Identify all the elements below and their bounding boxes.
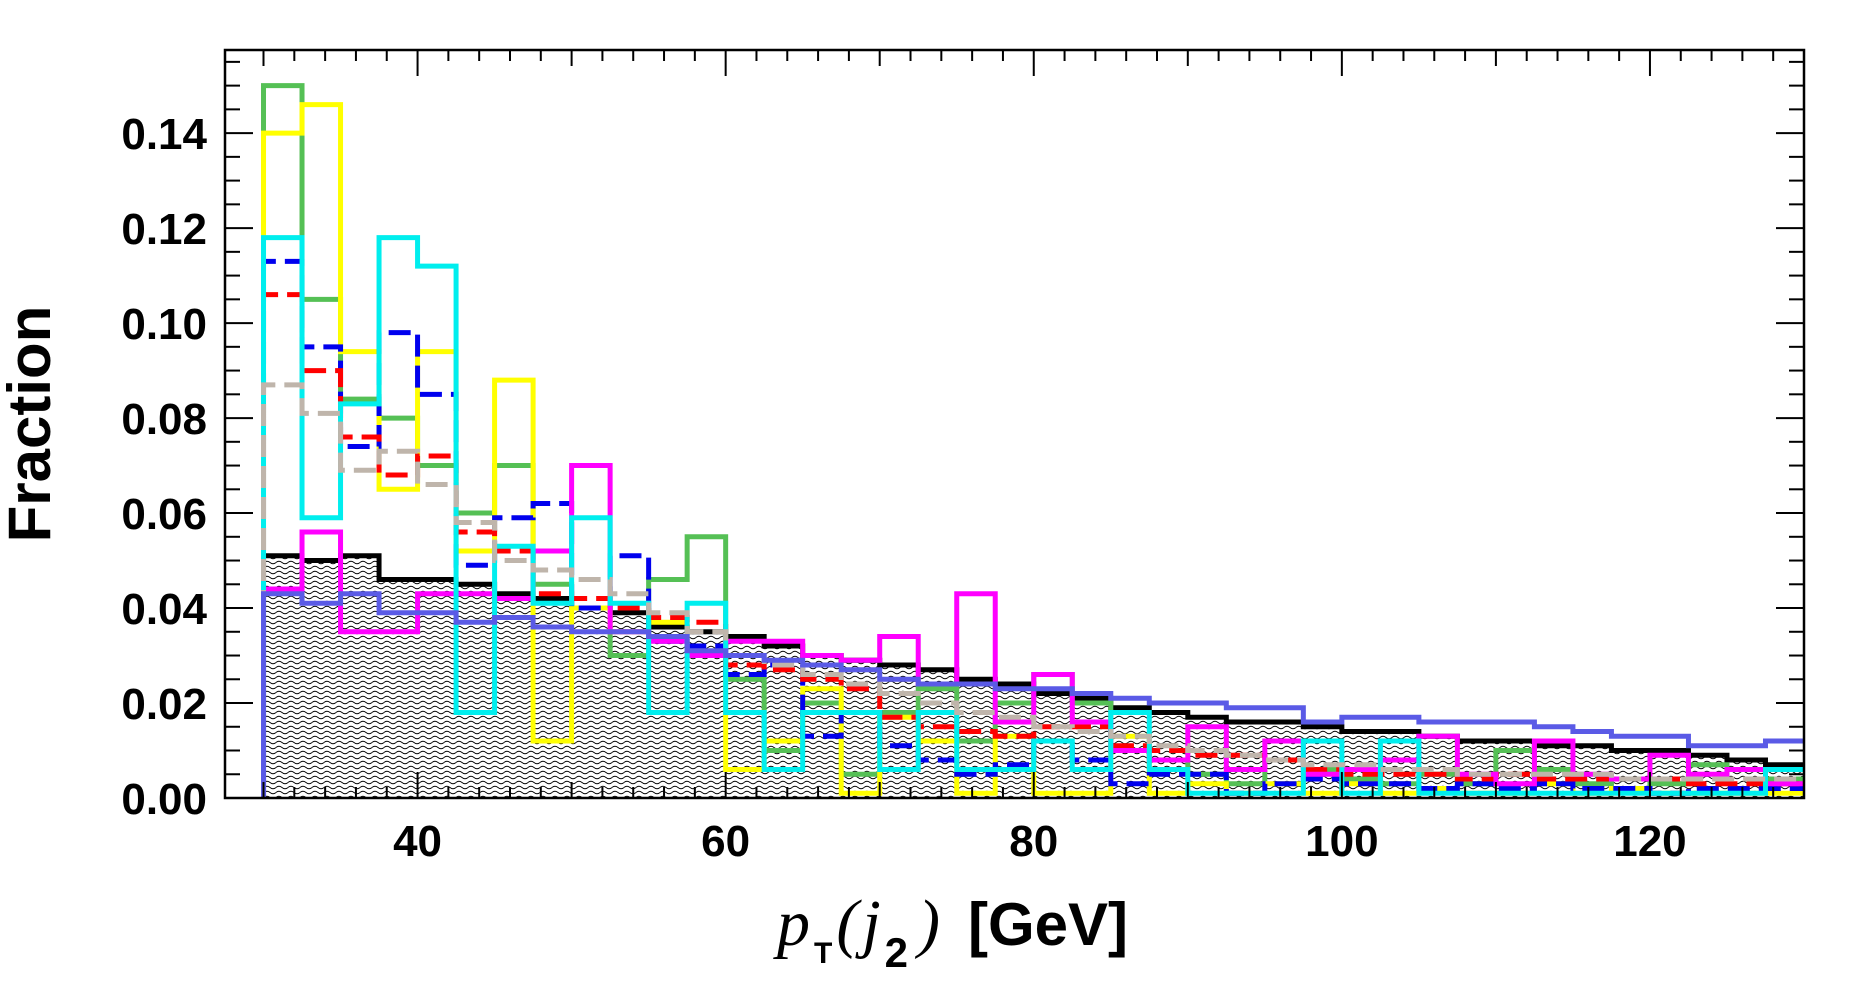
series-grey bbox=[261, 382, 1804, 798]
y-tick-label: 0.06 bbox=[121, 490, 207, 539]
y-axis-title: Fraction bbox=[0, 306, 63, 543]
series-red bbox=[261, 292, 1804, 798]
plot-area bbox=[261, 83, 1804, 798]
x-tick-label: 80 bbox=[1009, 817, 1058, 866]
x-axis-title-lparen: ( bbox=[836, 887, 862, 960]
y-tick-label: 0.12 bbox=[121, 205, 207, 254]
axis-labels: Fraction p T ( j 2 ) [GeV] bbox=[0, 306, 1128, 976]
y-tick-label: 0.02 bbox=[121, 680, 207, 729]
y-tick-label: 0.04 bbox=[121, 585, 207, 634]
series-cyan bbox=[261, 235, 1804, 798]
x-tick-label: 120 bbox=[1613, 817, 1686, 866]
x-tick-label: 40 bbox=[393, 817, 442, 866]
x-axis-title-subT: T bbox=[814, 937, 832, 970]
series-slate-blue bbox=[261, 591, 1804, 798]
x-tick-label: 100 bbox=[1305, 817, 1378, 866]
x-tick-label: 60 bbox=[701, 817, 750, 866]
x-axis-title-sub2: 2 bbox=[885, 929, 908, 976]
y-tick-label: 0.10 bbox=[121, 300, 207, 349]
y-tick-label: 0.00 bbox=[121, 775, 207, 824]
x-axis-title-rparen: ) bbox=[914, 887, 940, 960]
y-tick-label: 0.14 bbox=[121, 110, 207, 159]
y-tick-label: 0.08 bbox=[121, 395, 207, 444]
plot-frame bbox=[223, 48, 1806, 800]
x-axis-title-unit: [GeV] bbox=[968, 891, 1128, 958]
x-axis-title: p T ( j 2 ) [GeV] bbox=[773, 887, 1128, 976]
x-axis-title-p: p bbox=[773, 887, 810, 960]
axes: 40 60 80 100 120 0.00 0.02 0.04 0.06 0.08 0.10 0.12… bbox=[121, 48, 1806, 866]
